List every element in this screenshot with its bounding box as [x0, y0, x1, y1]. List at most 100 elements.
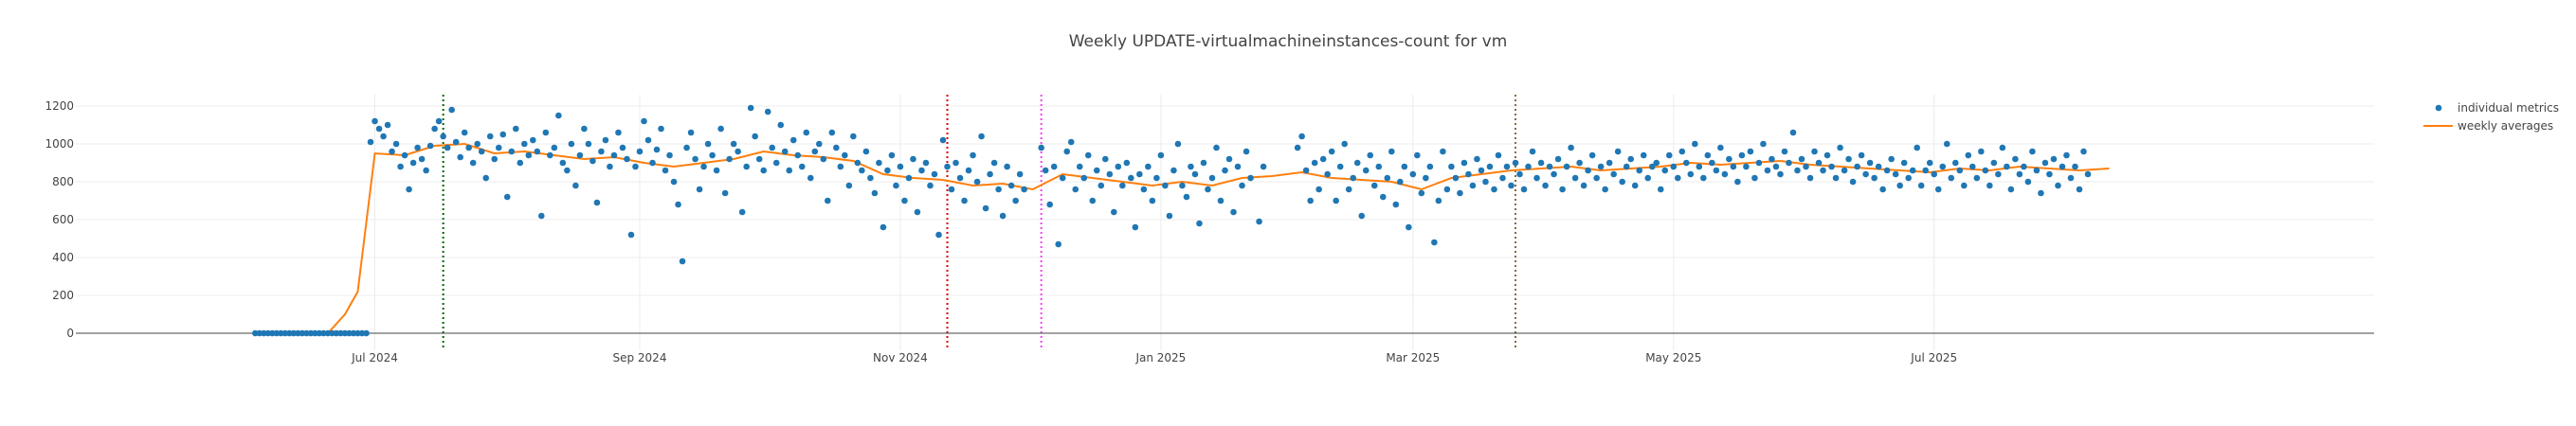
metric-point	[1820, 167, 1826, 174]
metric-point	[1106, 170, 1114, 178]
metric-point	[354, 329, 361, 337]
metric-point	[1995, 170, 2002, 178]
metric-point	[859, 167, 865, 174]
metric-point	[1448, 163, 1455, 170]
metric-point	[662, 167, 669, 174]
metric-point	[726, 155, 733, 163]
metric-point	[2080, 148, 2087, 155]
metric-point	[1478, 167, 1485, 174]
metric-point	[1811, 148, 1818, 155]
metric-point	[952, 159, 959, 167]
metric-point	[1909, 167, 1916, 174]
y-tick-label: 0	[66, 327, 74, 340]
metric-point	[1743, 163, 1750, 170]
metric-point	[807, 174, 814, 182]
metric-point	[372, 117, 378, 125]
metric-point	[1443, 186, 1451, 193]
metric-point	[1696, 163, 1703, 170]
metric-point	[1781, 148, 1788, 155]
metric-point	[2029, 148, 2036, 155]
metric-point	[1166, 212, 1173, 220]
metric-point	[670, 178, 678, 186]
metric-point	[252, 329, 259, 337]
metric-point	[1934, 186, 1942, 193]
metric-point	[1640, 151, 1647, 159]
metric-point	[1123, 159, 1131, 167]
metric-point	[786, 167, 793, 174]
metric-point	[1670, 163, 1678, 170]
metric-point	[1119, 182, 1126, 189]
metric-point	[828, 129, 836, 136]
metric-point	[1726, 155, 1732, 163]
metric-point	[414, 144, 421, 151]
metric-point	[2016, 170, 2023, 178]
metric-point	[1854, 163, 1860, 170]
metric-point	[982, 204, 989, 212]
metric-point	[1162, 182, 1169, 189]
metric-point	[1747, 148, 1754, 155]
metric-point	[1683, 159, 1690, 167]
metric-point	[1136, 170, 1143, 178]
y-tick-label: 400	[52, 251, 74, 264]
metric-point	[1375, 163, 1383, 170]
metric-point	[1593, 174, 1600, 182]
metric-point	[1140, 186, 1148, 193]
metric-point	[709, 151, 716, 159]
metric-point	[755, 155, 763, 163]
metric-point	[1879, 186, 1886, 193]
metric-point	[769, 144, 776, 151]
metric-point	[1098, 182, 1105, 189]
metric-point	[1730, 163, 1737, 170]
metric-point	[730, 140, 737, 148]
metric-point	[1866, 159, 1874, 167]
x-tick-label: Jan 2025	[1134, 351, 1186, 364]
metric-point	[1132, 223, 1139, 231]
metric-point	[1406, 223, 1412, 231]
metric-point	[380, 133, 387, 140]
metric-point	[641, 117, 647, 125]
metric-point	[281, 329, 289, 337]
metric-point	[1345, 186, 1352, 193]
metric-point	[572, 182, 579, 189]
metric-point	[1341, 140, 1349, 148]
metric-point	[1777, 170, 1784, 178]
metric-point	[1537, 159, 1545, 167]
metric-point	[1046, 201, 1053, 208]
metric-point	[893, 182, 899, 189]
metric-point	[1815, 159, 1823, 167]
metric-point	[375, 125, 383, 133]
metric-point	[850, 133, 857, 140]
metric-point	[1016, 170, 1024, 178]
metric-point	[452, 138, 460, 146]
metric-point	[1358, 212, 1366, 220]
metric-point	[559, 159, 567, 167]
metric-point	[457, 153, 463, 161]
metric-point	[1367, 151, 1374, 159]
metric-point	[961, 197, 968, 204]
y-tick-label: 1200	[45, 99, 74, 113]
y-tick-label: 600	[52, 213, 74, 226]
metric-point	[1315, 186, 1322, 193]
metric-point	[995, 186, 1002, 193]
metric-point	[833, 144, 840, 151]
metric-point	[1849, 178, 1857, 186]
metric-point	[389, 148, 395, 155]
metric-point	[1769, 155, 1775, 163]
metric-point	[1619, 178, 1625, 186]
metric-point	[1004, 163, 1010, 170]
metric-point	[1760, 140, 1767, 148]
metric-point	[1336, 163, 1344, 170]
metric-point	[1789, 129, 1797, 136]
metric-point	[303, 329, 310, 337]
metric-point	[1149, 197, 1156, 204]
metric-point	[1948, 174, 1955, 182]
metric-point	[320, 329, 327, 337]
metric-point	[1170, 167, 1177, 174]
metric-point	[512, 125, 519, 133]
metric-point	[469, 159, 477, 167]
metric-point	[1602, 186, 1608, 193]
metric-point	[1469, 182, 1477, 189]
metric-point	[564, 167, 571, 174]
